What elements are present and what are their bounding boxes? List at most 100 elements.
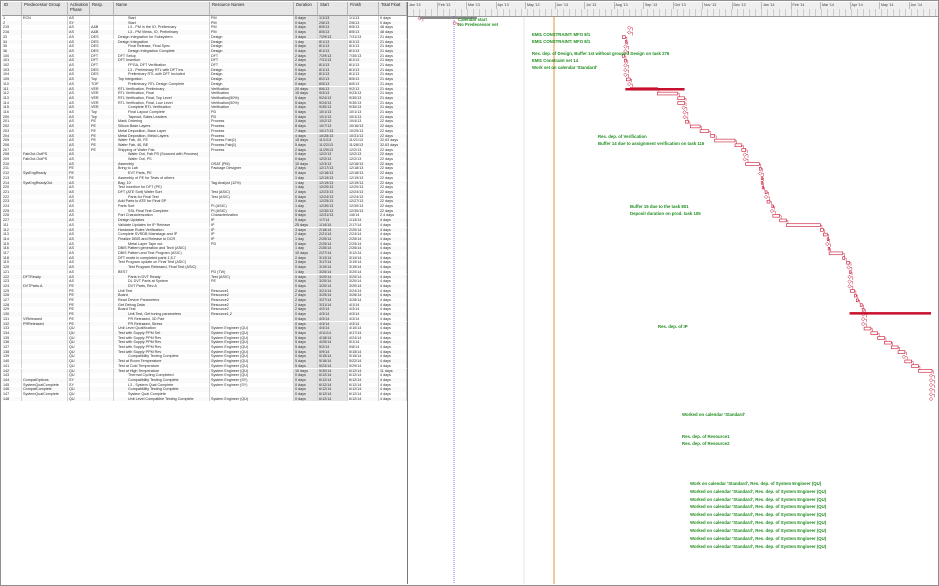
table-row[interactable]: 125 PE Unit Test Resource1 2 days 3/21/14 3/24… xyxy=(2,288,407,294)
timescale-week xyxy=(426,9,432,16)
table-row[interactable]: 35 AS DES Final Release, Final Spec Design 0 … xyxy=(2,44,407,49)
table-row[interactable]: 114 AS Finalize DBIS and Release to DCR IP 1… xyxy=(2,236,407,242)
table-row[interactable]: 209 FabOut.OutPS AS Wafer Out, PS 0 days 12/2… xyxy=(2,157,407,162)
table-row[interactable]: 221 AS DFT (ATE Sort) Wafer Sort Test (ASIC… xyxy=(2,189,407,195)
table-row[interactable]: 223 AS Add Parts to ATE for Final SP 3 days… xyxy=(2,199,407,204)
cell-name: Mask Ordering xyxy=(114,119,210,125)
table-row[interactable]: 112 AS VER RTL Verification, Final Verificat… xyxy=(2,91,407,96)
table-row[interactable]: 203 AS PE Metal Deposition, Base Layer Proce… xyxy=(2,128,407,134)
column-header[interactable]: Resp. xyxy=(90,2,114,16)
table-row[interactable]: 105 AS Top Top Integration Design 2 days 8/2/1… xyxy=(2,77,407,82)
table-row[interactable]: 146 CompatComplete QU Compatibility Testing… xyxy=(2,387,407,392)
table-row[interactable]: 34 AS DES Design Integration Design 1 day 8/1/… xyxy=(2,39,407,45)
table-row[interactable]: 216 AS A&B L3 - PM Views, IO, Preliminary PM… xyxy=(2,30,407,35)
table-row[interactable]: 117 AS DBIS Pattern and Test Program (ASIC… xyxy=(2,251,407,256)
table-row[interactable]: 145 SystemQualComplete SY L3 - System Qual … xyxy=(2,382,407,388)
table-row[interactable]: 142 QU Test at High Temperature System Engi… xyxy=(2,368,407,374)
cell-res xyxy=(210,152,294,157)
table-row[interactable]: 102 AS DFT FPGA, DFT Verification DFT 0 days 8… xyxy=(2,63,407,68)
column-header[interactable]: Resource Names xyxy=(210,2,294,16)
table-row[interactable]: 214 SysEngReadyOut AS Bag, 10 Tag Analyst (1… xyxy=(2,180,407,186)
table-row[interactable]: 113 AS VER RTL Verification, Final, Top Lev… xyxy=(2,95,407,101)
table-row[interactable]: 111 AS Validate Updates for IP Release IP 25… xyxy=(2,222,407,228)
table-row[interactable]: 133 QU Unit Level Qualification System Engi… xyxy=(2,326,407,331)
table-row[interactable]: 135 QU Test with Supply PPM Rev System Engi… xyxy=(2,335,407,341)
table-row[interactable]: 113 AS Complete SVRDB Mainstage and IP IP 2 … xyxy=(2,232,407,237)
table-row[interactable]: 126 PE Board Resource2 2 days 3/25/14 3/26/14 4… xyxy=(2,293,407,298)
table-row[interactable]: 2 SY Start PM 0 days 2/6/13 2/6/13 0 days xyxy=(2,20,407,26)
table-row[interactable]: 224 AS Parts Sort PI (ASIC) 1 day 12/30/13 12/… xyxy=(2,204,407,209)
table-row[interactable]: 129 PE Board Test Resource2 2 days 4/2/14 4/3/… xyxy=(2,307,407,313)
table-row[interactable]: 212 SysEngReady PE EVT Parts, PE 0 days 12/18… xyxy=(2,171,407,176)
table-row[interactable]: 115 AS Metal Layer Tape out PD 0 days 2/25/14… xyxy=(2,241,407,247)
table-row[interactable]: 119 AS Test Program update on Final Test (… xyxy=(2,260,407,266)
table-row[interactable]: 202 AS PE Silicon Base Layers Process 8 days 1… xyxy=(2,124,407,129)
timescale-month: Jan '13 xyxy=(408,2,438,9)
table-row[interactable]: 138 QU Test with Supply PPM Rev System Engi… xyxy=(2,349,407,355)
column-header[interactable]: Finish xyxy=(348,2,379,16)
column-header[interactable]: ID xyxy=(2,2,22,16)
table-row[interactable]: 127 PE Read Device Parameters Resource2 2 da… xyxy=(2,298,407,303)
table-row[interactable]: 226 AS Part Characterization Characterizati… xyxy=(2,213,407,219)
table-row[interactable]: 130 PE Unit Test, Get tuning parameters Res… xyxy=(2,312,407,317)
table-row[interactable]: 136 QU Test with Supply PPM Rev System Engi… xyxy=(2,340,407,345)
table-row[interactable]: 116 AS Top Final Layout Complete PD 0 days 10/… xyxy=(2,110,407,115)
table-row[interactable]: 115 AS VER Complete RTL Verification Verific… xyxy=(2,105,407,110)
table-row[interactable]: 206 AS PE Wafer Fab, 40, BE Process Fab(1) 5 … xyxy=(2,142,407,148)
table-row[interactable]: 131 VIReleased PE PR Released, 3D Part 0 day… xyxy=(2,316,407,322)
column-header[interactable]: Total Float xyxy=(379,2,407,16)
column-header[interactable]: Name xyxy=(114,2,210,16)
table-row[interactable]: 148 QU Unit Level Compatible Testing Compl… xyxy=(2,396,407,402)
timescale-week xyxy=(510,9,516,16)
table-row[interactable]: 200 AS Top Tapeout, Sales Leaders PD 0 days 10… xyxy=(2,114,407,120)
table-row[interactable]: 140 QU Test at Room Temperature System Engi… xyxy=(2,359,407,364)
table-row[interactable]: 121 AS BEST PD (TW) 1 day 3/20/14 3/20/14 4 day… xyxy=(2,269,407,275)
table-row[interactable]: 111 AS VER RTL Verification, Preliminary Ver… xyxy=(2,86,407,92)
column-header[interactable]: Activation Phase xyxy=(68,2,90,16)
table-row[interactable]: 132 PRReleased PE PR Released, Stress 0 days… xyxy=(2,321,407,327)
table-row[interactable]: 201 AS PE Mask Ordering Process 3 days 10/2/13… xyxy=(2,119,407,125)
cell-tf: 21 days xyxy=(379,44,407,49)
table-row[interactable]: 101 AS DFT DFT Insertion DFT 2 days 7/31/13 8/1… xyxy=(2,58,407,63)
table-row[interactable]: 120 AS Test Program Released, Final Test (… xyxy=(2,265,407,270)
table-row[interactable]: 123 AS DL DVT Parts at System PE 0 days 3/20/… xyxy=(2,279,407,284)
table-row[interactable]: 103 AS DES L3 - Preliminary RTL with DFT In… xyxy=(2,67,407,73)
table-row[interactable]: 137 QU Test with Supply PPM Rev System Engi… xyxy=(2,345,407,350)
table-row[interactable]: 143 QU Thermal Cycling Completed System Eng… xyxy=(2,373,407,378)
table-row[interactable]: 114 AS VER RTL Verification, Final, Low Lev… xyxy=(2,100,407,106)
table-row[interactable]: 139 QU Compatibility Testing Complete Syste… xyxy=(2,354,407,360)
table-row[interactable]: 141 QU Test at Cold Temperature System Engi… xyxy=(2,363,407,369)
table-row[interactable]: 205 AS PE Wafer Fab, 40, FE Process Fab(1) 15… xyxy=(2,138,407,143)
table-row[interactable]: 215 AS A&B L3 - PM in the IO, Preliminary PM… xyxy=(2,25,407,31)
table-row[interactable]: 33 AS DES Design Integration for Subsystem D… xyxy=(2,34,407,40)
table-row[interactable]: 100 AS DFT DFT Setup DFT 2 days 7/29/13 7/30/13… xyxy=(2,53,407,59)
table-row[interactable]: 128 PE Get Debug Data Resource2 2 days 3/31/1… xyxy=(2,302,407,308)
cell-ph: AS xyxy=(68,100,90,106)
table-row[interactable]: 36 AS DES Design Integration Complete Design… xyxy=(2,48,407,54)
column-header[interactable]: Predecessor Group xyxy=(22,2,68,16)
table-row[interactable]: 208 FabOut.OutPS AS Wafer Out, Fab PS (Sour… xyxy=(2,152,407,157)
table-row[interactable]: 227 AS Design Updates IP 5 days 1/7/14 1/13/14… xyxy=(2,218,407,223)
table-row[interactable]: 204 AS PE Metal Deposition, Metal Layers Pro… xyxy=(2,133,407,139)
table-row[interactable]: 213 PE Assembly of PE for Tests of others 1… xyxy=(2,175,407,181)
column-header[interactable]: Duration xyxy=(294,2,318,16)
table-row[interactable]: 147 SystemQualComplete QU System Qual Compl… xyxy=(2,392,407,397)
table-row[interactable]: 144 CompatOptions SY Compatibility Testing … xyxy=(2,377,407,383)
cell-rsp xyxy=(90,260,114,266)
table-row[interactable]: 211 PE Bring to Lab Package Designer 2 days 1… xyxy=(2,166,407,172)
table-row[interactable]: 1 ECN AS Start PM 0 days 1/1/13 1/1/13 0 days xyxy=(2,16,407,21)
table-row[interactable]: 220 AS Test Insertion for DFT (PE) 1 day 12/… xyxy=(2,185,407,190)
column-header[interactable]: Start xyxy=(318,2,348,16)
table-row[interactable]: 134 QU Test with Supply PPM Set System Engi… xyxy=(2,330,407,336)
table-row[interactable]: 225 AS SSL Final Test Complete PI (ASIC) 0 d… xyxy=(2,208,407,214)
table-row[interactable]: 222 AS Parts for Final Test Test (ASIC) 0 da… xyxy=(2,194,407,200)
table-row[interactable]: 207 AS PE Shipping of Wafer Fab Process 2 day… xyxy=(2,147,407,153)
table-row[interactable]: 122 DFTReady AS Parts in DVT Ready Test (ASI… xyxy=(2,274,407,280)
table-row[interactable]: 210 AS Assembly OSAT (PM) 10 days 12/3/13 12/1… xyxy=(2,161,407,167)
table-row[interactable]: 112 AS Hardware Rules Verification IP 3 days… xyxy=(2,227,407,233)
table-row[interactable]: 118 AS DFT mode in completed parts 1,5,7 2 … xyxy=(2,255,407,261)
table-row[interactable]: 116 AS DBIS Pattern generation and Tech (A… xyxy=(2,246,407,251)
table-row[interactable]: 110 AS TOP Preliminary, RTL Design Complete… xyxy=(2,81,407,87)
table-row[interactable]: 104 AS DES Preliminary RTL with DFT Include… xyxy=(2,72,407,78)
